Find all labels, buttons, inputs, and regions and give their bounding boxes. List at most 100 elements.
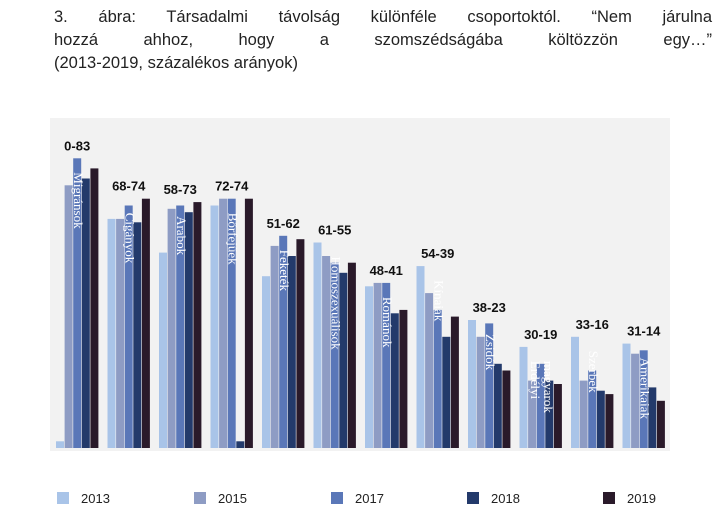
category-label-4-1: Bőrfejűek bbox=[226, 213, 241, 265]
bar-2018-9 bbox=[493, 363, 502, 448]
bar-2015-8 bbox=[425, 293, 434, 448]
bar-2015-5 bbox=[270, 245, 279, 448]
legend-swatch-2015 bbox=[194, 492, 206, 504]
category-label-5-1: Feketék bbox=[277, 250, 292, 292]
bar-2018-3 bbox=[184, 212, 193, 448]
legend-item-2015: 2015 bbox=[194, 488, 247, 508]
bar-2017-2 bbox=[124, 205, 133, 448]
bar-2015-11 bbox=[579, 380, 588, 448]
bar-2019-10 bbox=[553, 384, 562, 448]
bar-2019-9 bbox=[502, 370, 511, 448]
bar-2018-4 bbox=[236, 441, 245, 448]
title-line-2: hozzá ahhoz, hogy a szomszédságába költö… bbox=[54, 31, 712, 49]
bar-2017-10 bbox=[536, 363, 545, 448]
bar-2018-1 bbox=[81, 178, 90, 448]
bar-2019-5 bbox=[296, 239, 305, 448]
bar-2019-12 bbox=[656, 400, 665, 448]
legend-label-2019: 2019 bbox=[627, 490, 656, 506]
category-label-10-1: Erdélyi bbox=[528, 361, 543, 400]
legend-item-2018: 2018 bbox=[467, 488, 520, 508]
range-label-3: 58-73 bbox=[164, 182, 197, 197]
category-label-10-2: magyarok bbox=[541, 361, 556, 413]
bar-2015-6 bbox=[322, 256, 331, 448]
legend-item-2013: 2013 bbox=[57, 488, 110, 508]
bar-2018-11 bbox=[596, 390, 605, 448]
bar-group-8: 54-39 Kínaiak bbox=[416, 246, 459, 448]
bar-2015-4 bbox=[219, 198, 228, 448]
bar-2018-12 bbox=[648, 387, 657, 448]
bar-2013-8 bbox=[416, 266, 425, 448]
legend-label-2013: 2013 bbox=[81, 490, 110, 506]
title-line-3: (2013-2019, százalékos arányok) bbox=[54, 54, 298, 72]
bar-2018-10 bbox=[545, 380, 554, 448]
bar-group-12: 31-14 Amerikaiak bbox=[622, 324, 665, 448]
bar-group-1: 0-83 Migránsok bbox=[56, 138, 99, 449]
category-label-7-1: Románok bbox=[380, 297, 395, 348]
legend-item-2017: 2017 bbox=[331, 488, 384, 508]
legend-label-2017: 2017 bbox=[355, 490, 384, 506]
bar-2013-6 bbox=[313, 242, 322, 448]
bar-group-2: 68-74 Cigányok bbox=[107, 179, 150, 448]
range-label-5: 51-62 bbox=[267, 216, 300, 231]
bar-2013-2 bbox=[107, 218, 116, 448]
category-label-3-1: Arabok bbox=[174, 216, 189, 255]
range-label-12: 31-14 bbox=[627, 324, 661, 339]
category-label-8-1: Kínaiak bbox=[432, 280, 447, 322]
bar-chart: 0-83 Migránsok 68-74 Cigányok 58-73 Arabok 72-… bbox=[56, 138, 665, 449]
legend-label-2018: 2018 bbox=[491, 490, 520, 506]
bar-2017-1 bbox=[73, 158, 82, 449]
chart-title: 3. ábra: Társadalmi távolság különféle c… bbox=[54, 6, 714, 75]
range-label-7: 48-41 bbox=[370, 263, 403, 278]
bar-group-6: 61-55 Homoszexuálisok bbox=[313, 223, 356, 448]
category-label-2-1: Cigányok bbox=[123, 213, 138, 264]
bar-2015-1 bbox=[64, 185, 73, 449]
bar-2018-2 bbox=[133, 222, 142, 448]
bar-2017-11 bbox=[588, 370, 597, 448]
category-label-11-1: Szerbek bbox=[586, 351, 601, 393]
range-label-6: 61-55 bbox=[318, 223, 351, 238]
bar-2013-3 bbox=[159, 252, 167, 448]
bar-2013-12 bbox=[622, 343, 631, 448]
bar-2013-11 bbox=[571, 336, 579, 448]
bar-2017-3 bbox=[176, 205, 185, 448]
legend-swatch-2019 bbox=[603, 492, 615, 504]
bar-2018-8 bbox=[442, 336, 451, 448]
range-label-11: 33-16 bbox=[576, 317, 609, 332]
bar-2017-5 bbox=[279, 235, 288, 448]
bar-2015-9 bbox=[476, 336, 485, 448]
category-label-6-1: Homoszexuálisok bbox=[329, 257, 344, 351]
legend-swatch-2018 bbox=[467, 492, 479, 504]
title-line-1: 3. ábra: Társadalmi távolság különféle c… bbox=[54, 8, 712, 26]
bar-2018-6 bbox=[339, 272, 348, 448]
bar-2017-6 bbox=[330, 262, 339, 448]
bar-2015-12 bbox=[631, 353, 640, 448]
category-label-1-1: Migránsok bbox=[71, 172, 86, 229]
category-label-9-1: Zsidók bbox=[483, 334, 498, 371]
bar-2017-7 bbox=[382, 282, 391, 448]
bar-group-9: 38-23 Zsidók bbox=[468, 300, 511, 448]
bar-group-7: 48-41 Románok bbox=[365, 263, 408, 448]
bar-group-11: 33-16 Szerbek bbox=[571, 317, 614, 448]
bar-2015-10 bbox=[528, 380, 537, 448]
bar-2019-3 bbox=[193, 202, 202, 448]
bar-2019-6 bbox=[347, 262, 356, 448]
legend-item-2019: 2019 bbox=[603, 488, 656, 508]
bar-group-4: 72-74 Bőrfejűek bbox=[210, 179, 253, 448]
bar-2017-12 bbox=[639, 350, 648, 448]
bar-2015-3 bbox=[167, 208, 176, 448]
bar-group-3: 58-73 Arabok bbox=[159, 182, 202, 448]
legend: 2013 2015 2017 2018 2019 bbox=[0, 488, 720, 512]
bar-2013-9 bbox=[468, 320, 476, 448]
range-label-9: 38-23 bbox=[473, 300, 506, 315]
bar-2017-9 bbox=[485, 323, 494, 448]
range-label-10: 30-19 bbox=[524, 327, 557, 342]
bar-2019-1 bbox=[90, 168, 99, 448]
bar-2018-7 bbox=[390, 313, 399, 448]
bar-2019-2 bbox=[141, 198, 150, 448]
bar-group-5: 51-62 Feketék bbox=[262, 216, 305, 448]
legend-swatch-2017 bbox=[331, 492, 343, 504]
bar-2019-7 bbox=[399, 309, 408, 448]
bar-2019-11 bbox=[605, 394, 614, 448]
bar-2015-2 bbox=[116, 218, 125, 448]
